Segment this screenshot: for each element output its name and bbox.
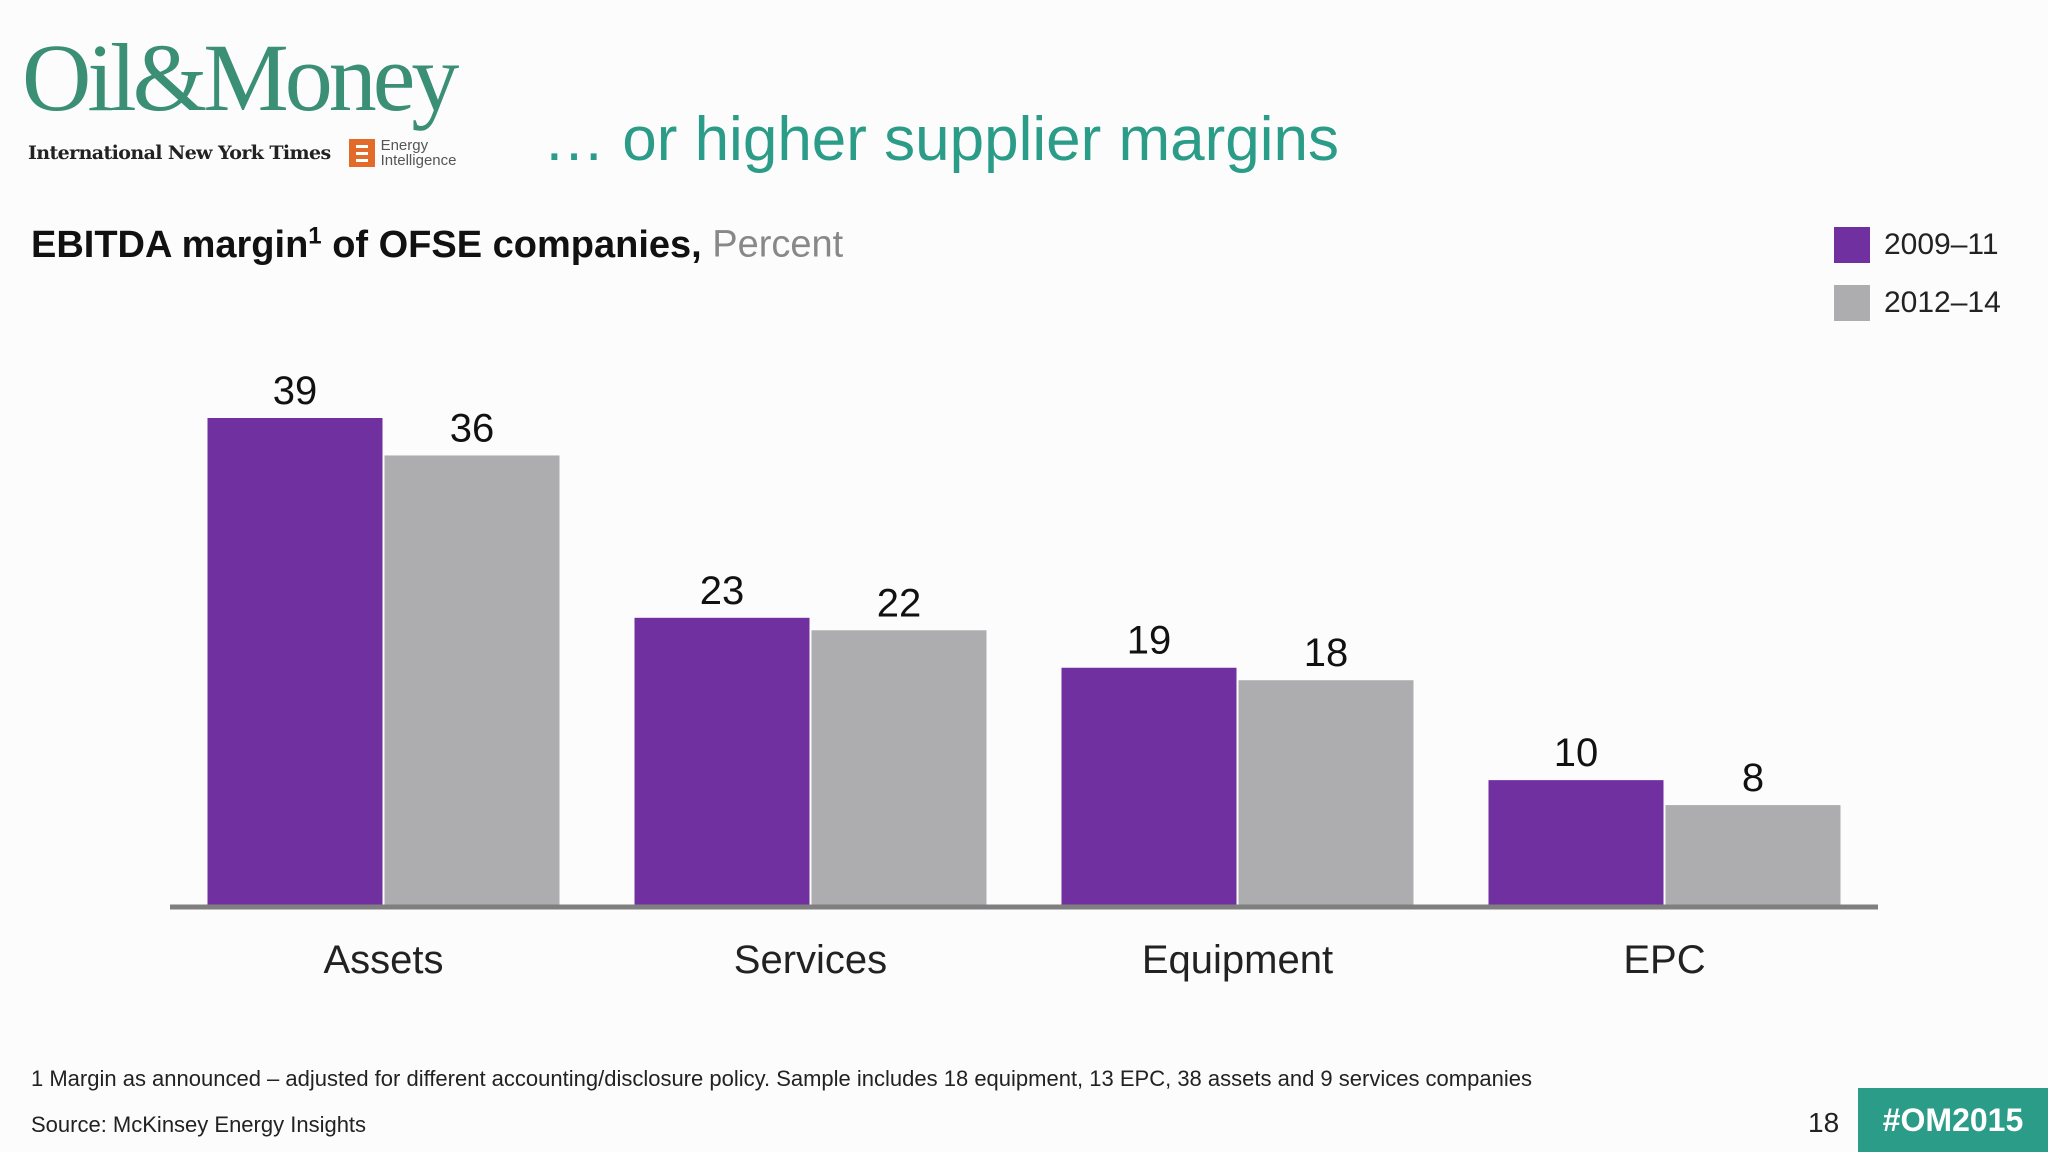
- page-number: 18: [1808, 1107, 1840, 1138]
- bar-equipment-series-2: [1238, 680, 1414, 905]
- ei-text-line1: Energy: [380, 137, 429, 154]
- bar-epc-series-2: [1665, 805, 1841, 905]
- category-label-epc: EPC: [1623, 938, 1705, 982]
- oil-and-money-logo: Oil&Money: [22, 24, 459, 131]
- category-label-services: Services: [734, 938, 887, 982]
- chart-legend: 2009–11 2012–14: [1834, 216, 2001, 332]
- legend-label-series-2: 2012–14: [1884, 286, 2001, 319]
- bar-services-series-1: [634, 617, 810, 905]
- data-label-epc-series-2: 8: [1742, 756, 1764, 800]
- slide-title: … or higher supplier margins: [543, 105, 1340, 174]
- data-label-services-series-1: 23: [700, 569, 745, 613]
- category-label-equipment: Equipment: [1142, 938, 1333, 982]
- bar-assets-series-2: [384, 455, 560, 905]
- bar-epc-series-1: [1488, 780, 1664, 905]
- partner-logos: International New York Times Energy Inte…: [28, 138, 456, 168]
- chart-unit: Percent: [712, 223, 844, 266]
- legend-swatch-series-1: [1834, 227, 1870, 263]
- bar-assets-series-1: [207, 418, 383, 905]
- legend-swatch-series-2: [1834, 285, 1870, 321]
- data-label-epc-series-1: 10: [1554, 731, 1599, 775]
- category-label-assets: Assets: [323, 938, 443, 982]
- ei-text-line2: Intelligence: [380, 152, 457, 169]
- legend-item-series-1: 2009–11: [1834, 216, 2001, 274]
- footnote: 1 Margin as announced – adjusted for dif…: [31, 1066, 1532, 1091]
- data-label-assets-series-2: 36: [450, 406, 495, 450]
- chart-title-main: EBITDA margin: [31, 223, 309, 266]
- nyt-logo: International New York Times: [28, 142, 331, 164]
- source-note: Source: McKinsey Energy Insights: [31, 1112, 367, 1137]
- bar-services-series-2: [811, 630, 987, 905]
- footnote-marker: 1: [308, 222, 322, 249]
- hashtag-badge: #OM2015: [1858, 1088, 2048, 1152]
- data-label-assets-series-1: 39: [273, 369, 318, 413]
- legend-label-series-1: 2009–11: [1884, 228, 1999, 261]
- data-label-services-series-2: 22: [877, 581, 922, 625]
- legend-item-series-2: 2012–14: [1834, 274, 2001, 332]
- chart-title: EBITDA margin1 of OFSE companies, Percen…: [31, 222, 843, 267]
- chart-title-rest: of OFSE companies,: [321, 223, 702, 266]
- data-label-equipment-series-2: 18: [1304, 631, 1349, 675]
- data-label-equipment-series-1: 19: [1127, 619, 1172, 663]
- energy-intelligence-icon: [348, 139, 375, 167]
- energy-intelligence-logo: Energy Intelligence: [348, 137, 457, 169]
- bar-equipment-series-1: [1061, 667, 1237, 905]
